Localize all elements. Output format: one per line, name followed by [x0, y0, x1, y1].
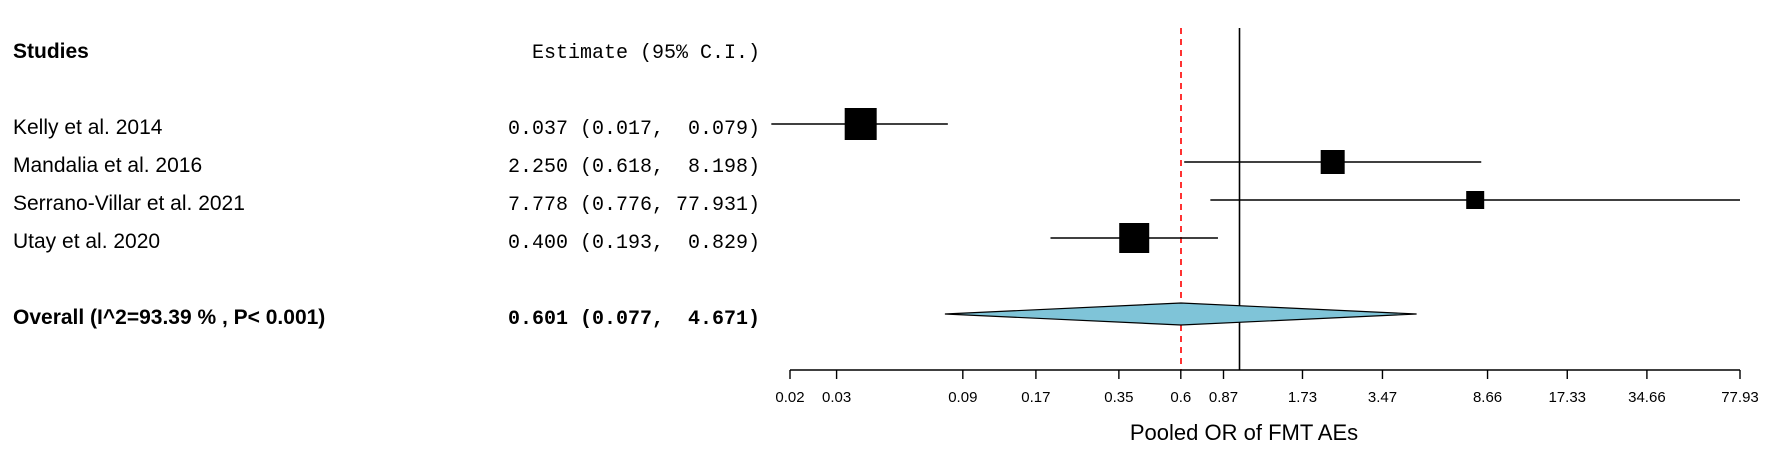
x-tick-label: 1.73: [1288, 389, 1317, 406]
x-tick-label: 0.17: [1021, 389, 1050, 406]
x-axis: 0.02 0.03 0.09 0.17 0.35 0.6 0.87 1.73 3.47 8.66 1…: [775, 369, 1759, 406]
study-name: Mandalia et al. 2016: [13, 154, 202, 177]
study-name: Utay et al. 2020: [13, 230, 160, 253]
study-row: Mandalia et al. 2016 2.250 (0.618, 8.198…: [13, 154, 760, 179]
overall-estimate: 0.601 (0.077, 4.671): [508, 308, 760, 331]
x-tick-label: 3.47: [1368, 389, 1397, 406]
x-tick-label: 17.33: [1548, 389, 1586, 406]
overall-label: Overall (I^2=93.39 % , P< 0.001): [13, 306, 325, 329]
studies-header: Studies: [13, 40, 89, 63]
overall-diamond: [944, 302, 1417, 326]
study-row: Serrano-Villar et al. 2021 7.778 (0.776,…: [13, 192, 760, 217]
x-tick-label: 77.93: [1721, 389, 1759, 406]
study-estimate: 2.250 (0.618, 8.198): [508, 156, 760, 179]
x-tick-label: 0.03: [822, 389, 851, 406]
estimate-header: Estimate (95% C.I.): [532, 42, 760, 65]
plot-area: [771, 28, 1741, 370]
x-tick-label: 8.66: [1473, 389, 1502, 406]
x-tick-label: 0.02: [775, 389, 804, 406]
x-tick-label: 0.35: [1104, 389, 1133, 406]
study-row: Utay et al. 2020 0.400 (0.193, 0.829): [13, 230, 760, 255]
study-estimate: 0.037 (0.017, 0.079): [508, 118, 760, 141]
x-tick-label: 34.66: [1628, 389, 1666, 406]
x-tick-label: 0.6: [1170, 389, 1191, 406]
x-axis-label: Pooled OR of FMT AEs: [1130, 420, 1358, 445]
study-estimate: 0.400 (0.193, 0.829): [508, 232, 760, 255]
x-tick-label: 0.87: [1209, 389, 1238, 406]
study-name: Serrano-Villar et al. 2021: [13, 192, 245, 215]
point-estimate-square: [1320, 150, 1345, 174]
study-name: Kelly et al. 2014: [13, 116, 163, 139]
study-row: Kelly et al. 2014 0.037 (0.017, 0.079): [13, 116, 760, 141]
point-estimate-square: [844, 108, 877, 140]
study-estimate: 7.778 (0.776, 77.931): [508, 194, 760, 217]
x-tick-label: 0.09: [948, 389, 977, 406]
point-estimate-square: [1119, 223, 1150, 253]
point-estimate-square: [1466, 191, 1485, 209]
